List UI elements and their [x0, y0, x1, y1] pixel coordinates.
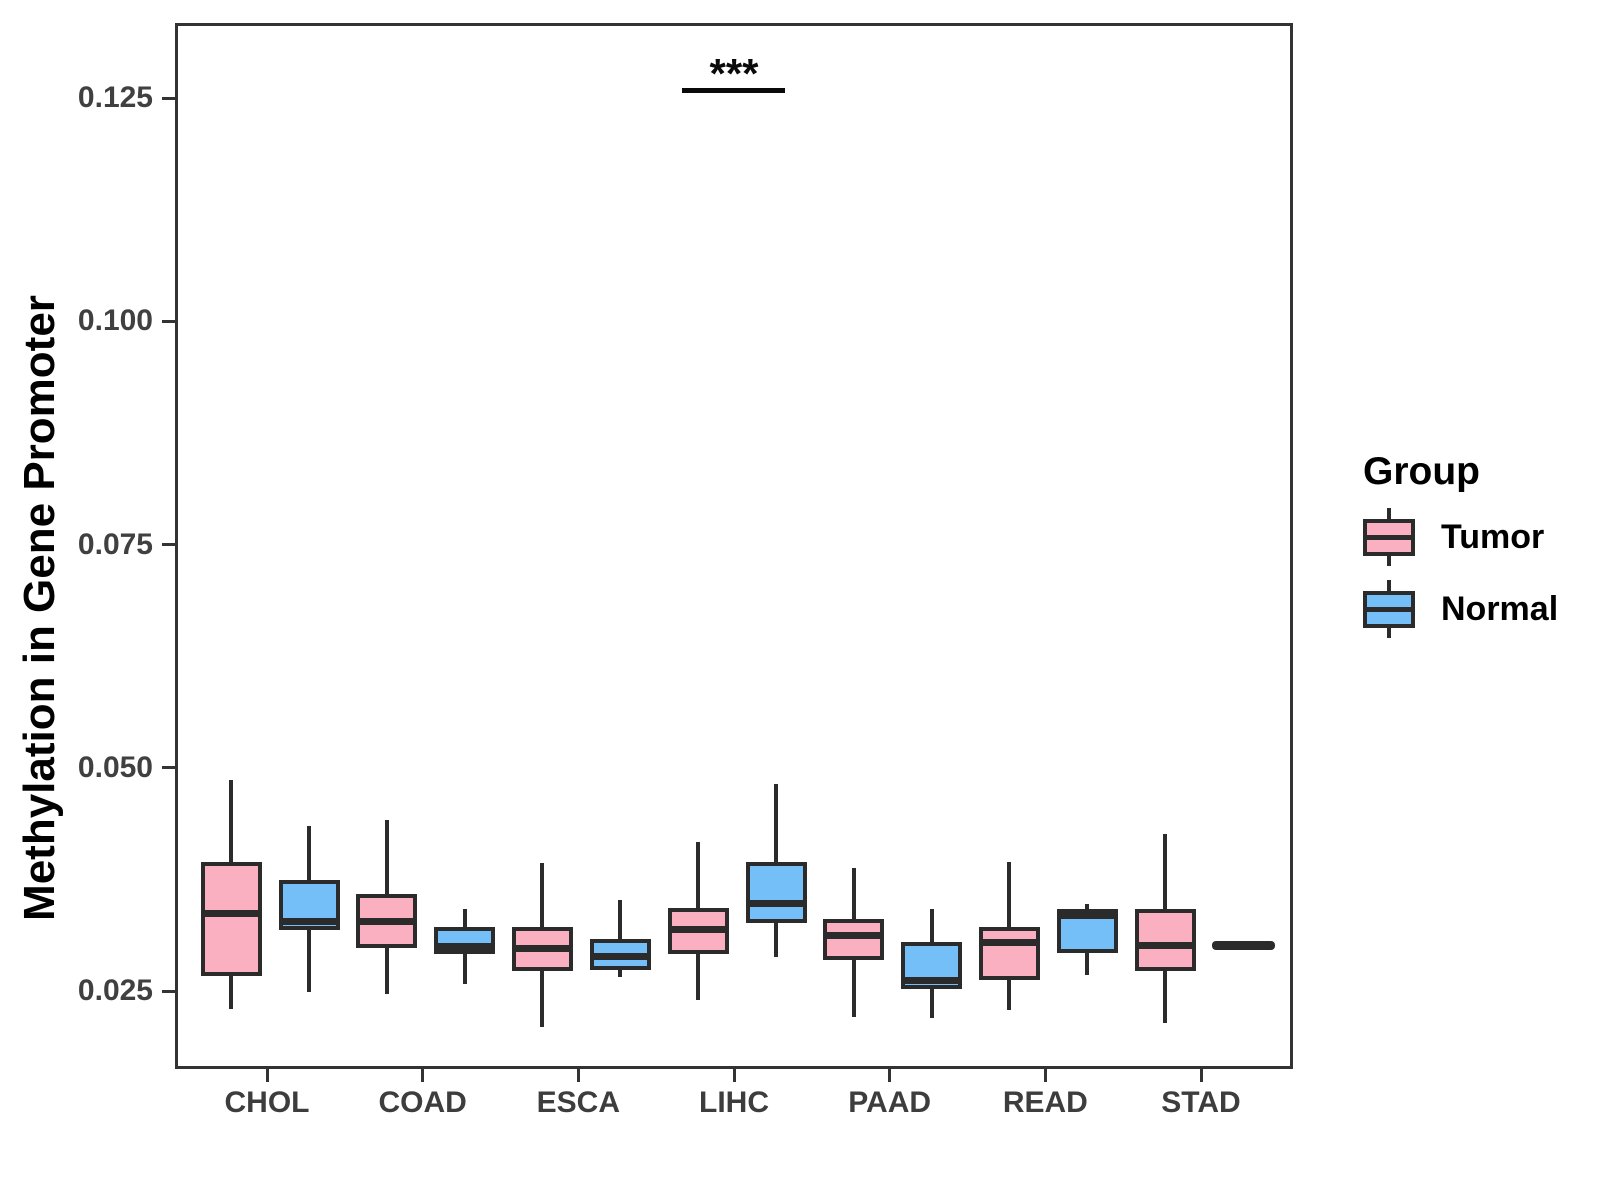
median-PAAD-normal	[901, 977, 963, 985]
median-ESCA-tumor	[511, 945, 573, 953]
x-axis-tick-label: COAD	[378, 1086, 467, 1119]
median-COAD-tumor	[356, 918, 418, 926]
median-READ-normal	[1056, 912, 1118, 920]
y-axis-tick-label: 0.025	[77, 974, 153, 1008]
y-axis-tick-label: 0.050	[77, 750, 153, 784]
x-axis-tick-label: CHOL	[224, 1086, 310, 1119]
x-axis-tick	[1199, 1069, 1203, 1082]
median-CHOL-tumor	[200, 910, 262, 918]
y-axis-tick-label: 0.100	[77, 304, 153, 338]
legend-label-normal: Normal	[1441, 589, 1559, 628]
median-READ-tumor	[978, 938, 1040, 946]
y-axis-title: Methylation in Gene Promoter	[15, 295, 64, 921]
y-axis-tick	[162, 543, 175, 547]
median-COAD-normal	[434, 943, 496, 951]
median-LIHC-tumor	[667, 926, 729, 934]
median-LIHC-normal	[745, 899, 807, 907]
x-axis-tick-label: LIHC	[699, 1086, 769, 1119]
legend: Group Tumor Normal	[1363, 450, 1558, 638]
y-axis-tick	[162, 766, 175, 770]
box-LIHC-normal	[745, 862, 807, 923]
median-CHOL-normal	[278, 918, 340, 926]
x-axis-tick-label: PAAD	[848, 1086, 932, 1119]
boxplot-glyph-icon	[1363, 508, 1415, 566]
plot-panel	[175, 23, 1293, 1069]
legend-label-tumor: Tumor	[1441, 517, 1545, 556]
x-axis-tick-label: STAD	[1161, 1086, 1241, 1119]
box-CHOL-tumor	[200, 862, 262, 977]
legend-item-normal: Normal	[1363, 580, 1558, 638]
x-axis-tick	[732, 1069, 736, 1082]
significance-stars: ***	[709, 49, 759, 97]
y-axis-tick	[162, 989, 175, 993]
whisker-ESCA-normal	[618, 899, 623, 978]
box-PAAD-tumor	[823, 919, 885, 961]
legend-item-tumor: Tumor	[1363, 508, 1558, 566]
x-axis-tick-label: ESCA	[536, 1086, 620, 1119]
legend-title: Group	[1363, 450, 1480, 493]
box-STAD-tumor	[1134, 909, 1196, 972]
significance-bracket-line	[682, 88, 785, 94]
x-axis-tick	[265, 1069, 269, 1082]
x-axis-tick-label: READ	[1002, 1086, 1088, 1119]
boxplot-glyph-icon	[1363, 580, 1415, 638]
median-PAAD-tumor	[823, 931, 885, 939]
median-ESCA-normal	[589, 953, 651, 961]
y-axis-tick	[162, 319, 175, 323]
x-axis-tick	[888, 1069, 892, 1082]
x-axis-tick	[1043, 1069, 1047, 1082]
y-axis-tick-label: 0.125	[77, 81, 153, 115]
box-READ-tumor	[978, 927, 1040, 980]
x-axis-tick	[576, 1069, 580, 1082]
median-STAD-tumor	[1134, 941, 1196, 949]
x-axis-tick	[421, 1069, 425, 1082]
median-STAD-normal	[1211, 940, 1275, 950]
y-axis-tick-label: 0.075	[77, 527, 153, 561]
y-axis-tick	[162, 96, 175, 100]
